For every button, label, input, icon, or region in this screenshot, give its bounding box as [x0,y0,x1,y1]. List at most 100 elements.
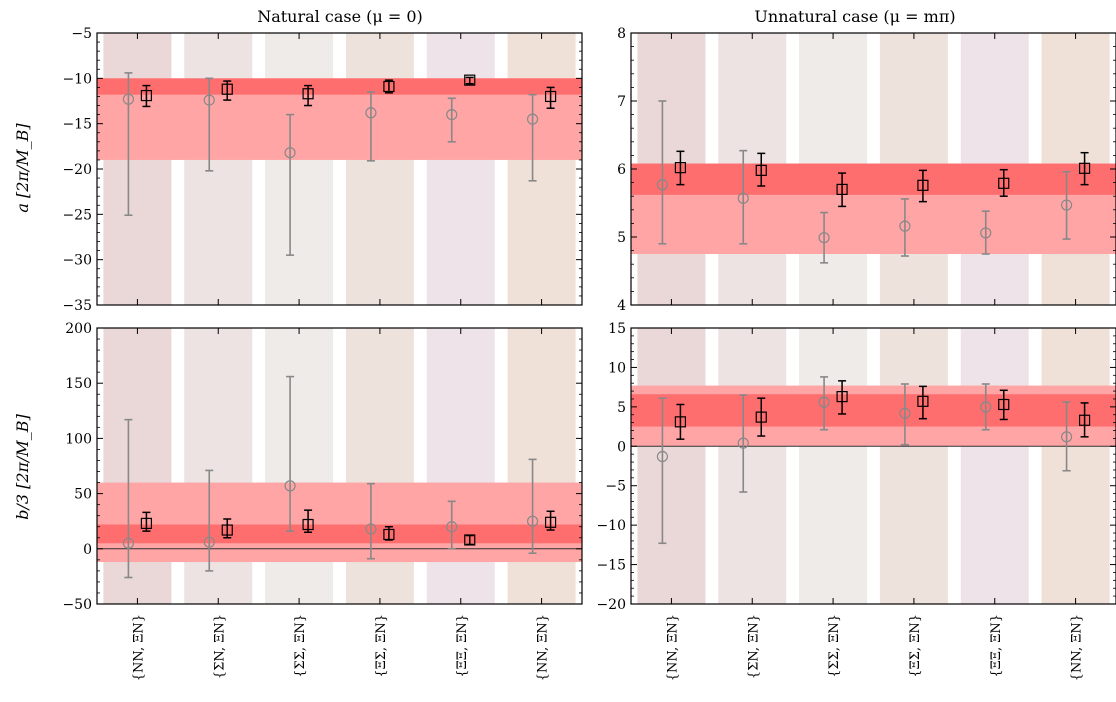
point-square [998,177,1010,189]
y-tick-label: 200 [65,321,92,337]
band-inner [631,394,1116,427]
y-tick-label: 100 [65,431,92,447]
y-tick-label: −10 [596,518,626,534]
y-tick-label: −20 [62,162,92,178]
y-tick-label: 15 [608,321,626,337]
category-column-bg [637,328,706,604]
point-square [836,391,848,403]
top-ylabel: a [2π/M_B] [13,123,32,213]
point-circle [737,192,749,204]
point-square [302,518,314,531]
point-square [221,524,233,536]
category-column-bg [718,328,787,604]
point-square [1078,162,1091,174]
category-label: {ΞΞ, ΞN} [455,614,470,678]
panel-bottom-left: −50 0 50 100 150 200 {NN, ΞN} {ΣN, ΞN} {ΣΣ, ΞN} {… [62,321,583,681]
point-square [221,83,233,95]
y-tick-label: −50 [62,597,92,613]
plot-area [631,328,1116,604]
category-label: {NN, ΞN} [536,614,551,681]
point-circle [1060,199,1073,211]
point-square [464,74,476,86]
y-tick-label: −10 [62,71,92,87]
panel-top-right: 4 5 6 7 8 [617,26,1116,314]
y-tick-label: 150 [65,376,92,392]
point-circle [446,108,458,121]
y-tick-label: 7 [617,94,626,110]
plot-area [97,328,582,604]
category-label: {ΞΣ, ΞN} [374,614,389,678]
category-column-bg [426,328,495,604]
category-column-bg [426,33,495,305]
category-column-bg [103,328,172,604]
point-square [302,88,314,100]
y-tick-label: 50 [74,487,92,503]
point-circle [203,94,215,106]
category-column-bg [1041,328,1110,604]
point-square [544,516,557,528]
point-circle [656,179,669,191]
point-circle [980,401,992,413]
point-circle [899,407,911,419]
y-tick-label: −20 [596,597,626,613]
plot-area [631,33,1116,305]
point-square [755,411,767,423]
y-tick-label: 8 [617,26,626,42]
point-circle [122,93,135,105]
category-label: {ΣΣ, ΞN} [293,614,308,678]
category-label: {ΣN, ΞN} [746,614,761,679]
point-circle [526,515,539,527]
category-column-bg [265,33,334,305]
category-column-bg [345,328,414,604]
category-column-bg [960,328,1029,604]
band-inner [97,78,582,95]
y-tick-label: −35 [62,298,92,314]
y-tick-label: −15 [596,558,626,574]
y-tick-label: 5 [617,230,626,246]
point-square [464,534,476,546]
panel-top-left: −35 −30 −25 −20 −15 −10 −5 [62,26,583,314]
category-column-bg [103,33,172,305]
axes-frame [630,327,1116,605]
point-circle [980,227,992,239]
point-square [674,416,687,428]
y-tick-label: −5 [71,26,92,42]
point-circle [446,521,458,533]
point-circle [899,220,911,232]
category-column-bg [507,328,576,604]
category-column-bg [184,33,253,305]
y-tick-label: −30 [62,253,92,269]
y-tick-label: 4 [617,298,626,314]
point-circle [284,147,296,159]
right-panel-title: Unnatural case (μ = mπ) [754,7,955,26]
y-tick-label: 0 [617,439,626,455]
point-square [140,517,153,530]
category-label: {NN, ΞN} [665,614,680,681]
point-circle [818,232,830,244]
y-tick-label: 10 [608,360,626,376]
point-circle [737,437,749,449]
y-tick-label: −5 [605,479,626,495]
point-square [755,164,767,176]
point-square [383,80,395,93]
point-square [544,90,557,103]
point-circle [203,536,215,548]
point-square [917,179,929,191]
point-square [383,528,395,541]
category-label: {NN, ΞN} [131,614,146,681]
left-panel-title: Natural case (μ = 0) [257,7,423,26]
point-square [140,89,153,102]
point-circle [365,523,377,535]
category-column-bg [265,328,334,604]
panel-bottom-right: −20 −15 −10 −5 0 5 10 15 {NN, ΞN} {ΣN, ΞN} {ΣΣ, ΞN… [596,321,1116,681]
category-column-bg [184,328,253,604]
y-tick-label: 6 [617,162,626,178]
category-label: {NN, ΞN} [1070,614,1085,681]
category-label: {ΞΞ, ΞN} [989,614,1004,678]
plot-area [97,33,582,305]
band-inner [97,524,582,544]
band-inner [631,163,1116,195]
category-label: {ΞΣ, ΞN} [908,614,923,678]
y-tick-label: −15 [62,117,92,133]
